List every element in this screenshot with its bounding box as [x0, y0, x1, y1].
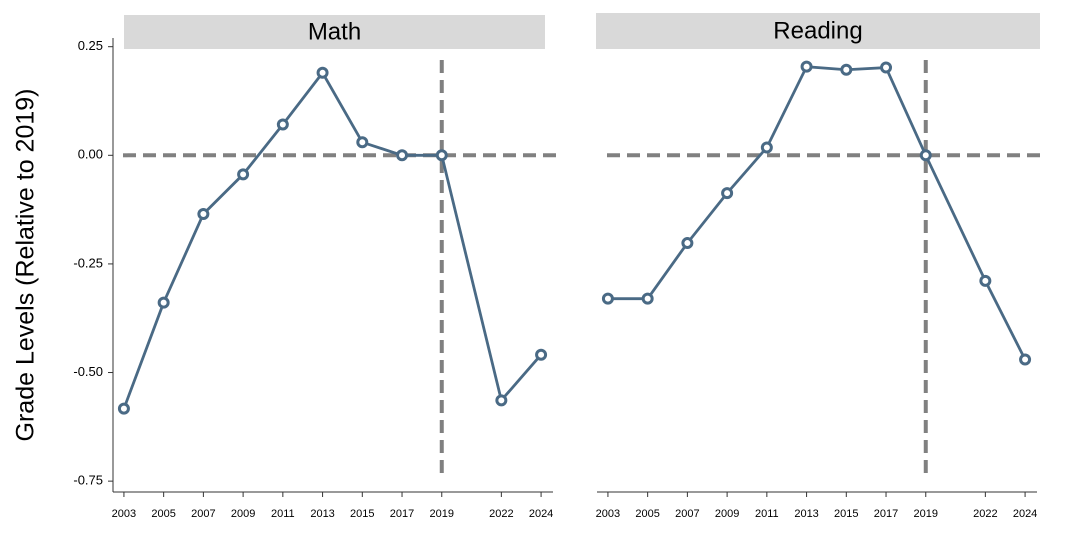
y-tick-label: 0.00 — [78, 147, 103, 162]
y-tick-label: -0.25 — [73, 255, 103, 270]
x-tick-label: 2015 — [834, 508, 858, 520]
x-tick-label: 2011 — [271, 508, 295, 520]
x-tick-label: 2007 — [191, 508, 215, 520]
x-tick-label: 2019 — [430, 508, 454, 520]
point — [157, 296, 170, 309]
point — [800, 60, 813, 73]
point — [396, 149, 409, 162]
point — [979, 274, 992, 287]
point — [356, 136, 369, 149]
x-tick-label: 2024 — [529, 508, 553, 520]
x-tick-label: 2017 — [874, 508, 898, 520]
y-tick-label: -0.50 — [73, 364, 103, 379]
point — [1019, 353, 1032, 366]
x-tick-label: 2009 — [715, 508, 739, 520]
point — [435, 149, 448, 162]
point — [535, 348, 548, 361]
point — [117, 402, 130, 415]
x-tick-label: 2022 — [489, 508, 513, 520]
x-tick-label: 2003 — [112, 508, 136, 520]
x-tick-label: 2015 — [350, 508, 374, 520]
x-tick-label: 2011 — [755, 508, 779, 520]
x-tick-label: 2024 — [1013, 508, 1037, 520]
point — [276, 118, 289, 131]
x-tick-label: 2005 — [635, 508, 659, 520]
series-line — [122, 70, 543, 410]
y-tick-label: -0.75 — [73, 473, 103, 488]
strip — [124, 15, 545, 49]
point — [721, 187, 734, 200]
x-tick-label: 2022 — [973, 508, 997, 520]
y-tick-label: 0.25 — [78, 38, 103, 53]
x-tick-label: 2019 — [914, 508, 938, 520]
point — [880, 61, 893, 74]
x-tick-label: 2003 — [596, 508, 620, 520]
y-axis-label: Grade Levels (Relative to 2019) — [12, 89, 40, 442]
point — [316, 66, 329, 79]
point — [495, 394, 508, 407]
x-tick-label: 2013 — [310, 508, 334, 520]
point — [197, 207, 210, 220]
point — [641, 292, 654, 305]
strip — [596, 13, 1040, 49]
point — [681, 237, 694, 250]
x-tick-label: 2007 — [675, 508, 699, 520]
point — [840, 63, 853, 76]
x-tick-label: 2017 — [390, 508, 414, 520]
x-tick-label: 2005 — [151, 508, 175, 520]
panel-title: Reading — [773, 17, 862, 44]
x-tick-label: 2013 — [794, 508, 818, 520]
x-tick-label: 2009 — [231, 508, 255, 520]
point — [919, 149, 932, 162]
point — [237, 168, 250, 181]
panel-title: Math — [308, 18, 361, 45]
point — [760, 141, 773, 154]
series-line — [607, 65, 1027, 361]
point — [601, 292, 614, 305]
